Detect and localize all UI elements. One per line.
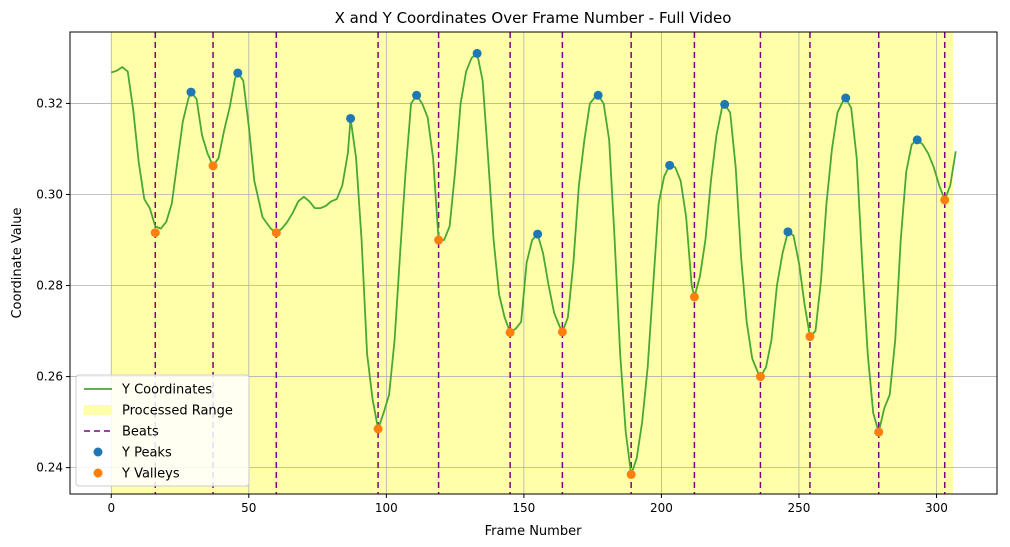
range-layer [111,32,953,494]
y-valley-point [557,327,567,337]
y-axis-title: Coordinate Value [10,207,25,318]
y-valley-point [373,424,383,434]
x-tick-label: 150 [512,501,535,515]
y-coordinates-line [110,52,957,476]
x-tick-label: 0 [107,501,115,515]
chart-title: X and Y Coordinates Over Frame Number - … [335,9,732,27]
y-tick-label: 0.30 [36,187,63,201]
y-valley-point [271,228,281,238]
line-layer [110,52,957,476]
legend-box [75,374,250,487]
y-valley-point [940,195,950,205]
y-tick-label: 0.26 [36,370,63,384]
y-tick-label: 0.28 [36,279,63,293]
y-peak-point [233,68,243,78]
y-valley-point [755,372,765,382]
y-valley-point [505,327,515,337]
y-peak-point [412,90,422,100]
y-tick-label: 0.32 [36,96,63,110]
y-valley-point [208,161,218,171]
legend-label: Processed Range [122,404,233,419]
y-peak-point [346,113,356,123]
legend: Y Coordinates Processed Range Beats Y Peaks… [75,374,250,487]
legend-symbol-peaks [93,447,103,457]
y-valley-point [626,469,636,479]
y-peak-point [186,87,196,97]
beats-layer [154,32,946,494]
y-peak-point [783,227,793,237]
x-tick-label: 50 [241,501,256,515]
y-peak-point [912,135,922,145]
y-valley-point [434,235,444,245]
y-peak-point [720,99,730,109]
y-peak-point [472,48,482,58]
y-peak-point [665,160,675,170]
legend-label: Y Coordinates [121,383,212,398]
x-tick-label: 100 [375,501,398,515]
x-tick-label: 300 [925,501,948,515]
y-valley-point [805,332,815,342]
tick-layer: 0 50 100 150 200 250 300 0.24 0.26 0.28 0.30 0.32 [36,96,948,515]
y-peak-point [593,90,603,100]
processed-range-band [111,32,953,494]
x-tick-label: 200 [650,501,673,515]
y-valley-point [874,427,884,437]
y-tick-label: 0.24 [36,461,63,475]
legend-symbol-range [84,405,112,415]
legend-label: Y Valleys [121,467,180,482]
y-valley-point [150,228,160,238]
legend-label: Y Peaks [121,446,172,461]
x-tick-label: 250 [787,501,810,515]
plot-frame [69,31,998,495]
marker-layer [150,48,950,479]
y-peak-point [841,93,851,103]
legend-label: Beats [122,425,159,440]
y-peak-point [533,229,543,239]
y-valley-point [689,292,699,302]
legend-symbol-valleys [93,468,103,478]
x-axis-title: Frame Number [485,524,583,539]
